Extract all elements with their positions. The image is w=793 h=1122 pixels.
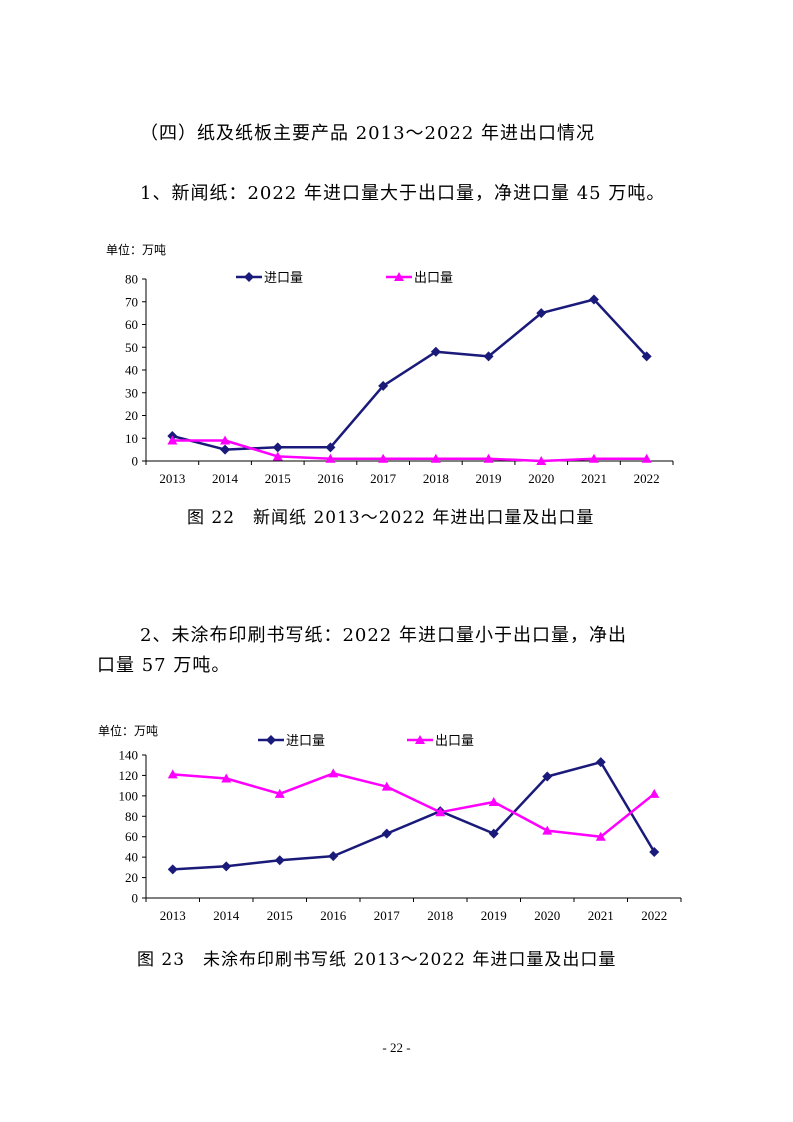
data-point-export: [221, 773, 232, 783]
legend-marker: [244, 272, 254, 282]
x-tick-label: 2016: [320, 908, 347, 923]
x-tick-label: 2014: [213, 908, 240, 923]
data-point-export: [641, 453, 652, 463]
y-tick-label: 70: [125, 294, 138, 309]
y-tick-label: 0: [132, 891, 139, 906]
data-point-import: [641, 351, 652, 362]
y-tick-label: 10: [125, 431, 138, 446]
data-point-export: [435, 807, 446, 817]
y-tick-label: 20: [125, 408, 138, 423]
y-tick-label: 60: [125, 317, 138, 332]
x-tick-label: 2013: [160, 908, 186, 923]
data-point-import: [588, 294, 599, 305]
x-tick-label: 2021: [588, 908, 614, 923]
data-point-export: [274, 788, 285, 798]
uncoated-paper-trade-chart: 单位：万吨 0 20 40 60 80 100 120 140 2013 2014 2015 2016 2…: [98, 723, 682, 923]
y-tick-label: 120: [119, 768, 139, 783]
x-tick-label: 2013: [159, 471, 185, 486]
x-tick-label: 2014: [212, 471, 239, 486]
x-tick-label: 2020: [528, 471, 554, 486]
data-point-export: [430, 453, 441, 463]
data-point-export: [328, 768, 339, 778]
legend-marker: [415, 735, 425, 744]
x-tick-label: 2015: [265, 471, 291, 486]
y-tick-label: 30: [125, 385, 138, 400]
y-tick-label: 60: [125, 829, 138, 844]
x-tick-label: 2018: [423, 471, 449, 486]
data-point-export: [381, 781, 392, 791]
series-line-1: [171, 298, 648, 451]
data-point-import: [649, 847, 660, 858]
data-point-export: [483, 453, 494, 463]
series-line-2: [172, 772, 656, 838]
data-point-export: [595, 831, 606, 841]
x-tick-label: 2022: [634, 471, 660, 486]
data-point-export: [220, 435, 231, 445]
data-point-export: [488, 796, 499, 806]
data-point-import: [220, 444, 231, 455]
data-point-import: [536, 308, 547, 319]
legend-marker: [266, 735, 276, 745]
x-tick-label: 2020: [534, 908, 560, 923]
series-line-2: [172, 439, 647, 463]
y-tick-label: 0: [132, 454, 139, 469]
data-point-import: [483, 351, 494, 362]
data-point-import: [378, 380, 389, 391]
y-tick-label: 20: [125, 870, 138, 885]
data-point-import: [542, 771, 553, 782]
y-tick-label: 80: [125, 272, 138, 287]
data-point-import: [328, 851, 339, 862]
unit-label: 单位：万吨: [106, 242, 166, 257]
data-point-import: [488, 828, 499, 839]
uncoated-paper-summary-line-2: 口量 57 万吨。: [97, 655, 231, 676]
legend-label: 进口量: [264, 271, 303, 286]
y-tick-label: 140: [119, 748, 139, 763]
series-line-1: [172, 760, 656, 871]
data-point-export: [588, 453, 599, 463]
x-tick-label: 2019: [481, 908, 507, 923]
figure-23-caption: 图 23 未涂布印刷书写纸 2013～2022 年进口量及出口量: [137, 950, 617, 970]
data-point-import: [221, 861, 232, 872]
data-point-export: [649, 788, 660, 798]
x-tick-label: 2022: [641, 908, 667, 923]
data-point-import: [430, 346, 441, 357]
data-point-export: [536, 456, 547, 465]
newsprint-summary: 1、新闻纸：2022 年进口量大于出口量，净进口量 45 万吨。: [140, 183, 666, 204]
unit-label: 单位：万吨: [98, 723, 158, 738]
legend-marker: [394, 272, 404, 281]
data-point-import: [274, 855, 285, 866]
x-tick-label: 2016: [317, 471, 344, 486]
newsprint-trade-chart: 单位：万吨 0 10 20 30 40 50 60 70 80 2013 2014 2015 2016 20…: [106, 242, 674, 486]
y-tick-label: 40: [125, 850, 138, 865]
data-point-export: [272, 451, 283, 461]
data-point-import: [381, 828, 392, 839]
figure-22-caption: 图 22 新闻纸 2013～2022 年进出口量及出口量: [187, 508, 595, 528]
data-point-export: [542, 825, 553, 835]
data-point-export: [378, 453, 389, 463]
x-tick-label: 2021: [581, 471, 607, 486]
x-tick-label: 2019: [476, 471, 502, 486]
y-tick-label: 50: [125, 340, 138, 355]
data-point-export: [325, 453, 336, 463]
x-tick-label: 2017: [374, 908, 401, 923]
x-tick-label: 2017: [370, 471, 397, 486]
legend-label: 进口量: [286, 734, 325, 749]
uncoated-paper-summary-line-1: 2、未涂布印刷书写纸：2022 年进口量小于出口量，净出: [140, 625, 627, 646]
section-heading: （四）纸及纸板主要产品 2013～2022 年进出口情况: [140, 123, 596, 144]
y-tick-label: 40: [125, 363, 138, 378]
data-point-import: [272, 442, 283, 453]
y-tick-label: 80: [125, 809, 138, 824]
data-point-import: [325, 442, 336, 453]
data-point-export: [167, 435, 178, 445]
legend-label: 出口量: [435, 734, 474, 749]
y-tick-label: 100: [119, 788, 139, 803]
data-point-import: [167, 864, 178, 875]
x-tick-label: 2018: [427, 908, 453, 923]
legend-label: 出口量: [414, 271, 453, 286]
page-number: - 22 -: [382, 1040, 411, 1055]
data-point-export: [167, 769, 178, 779]
data-point-import: [595, 757, 606, 768]
x-tick-label: 2015: [267, 908, 293, 923]
